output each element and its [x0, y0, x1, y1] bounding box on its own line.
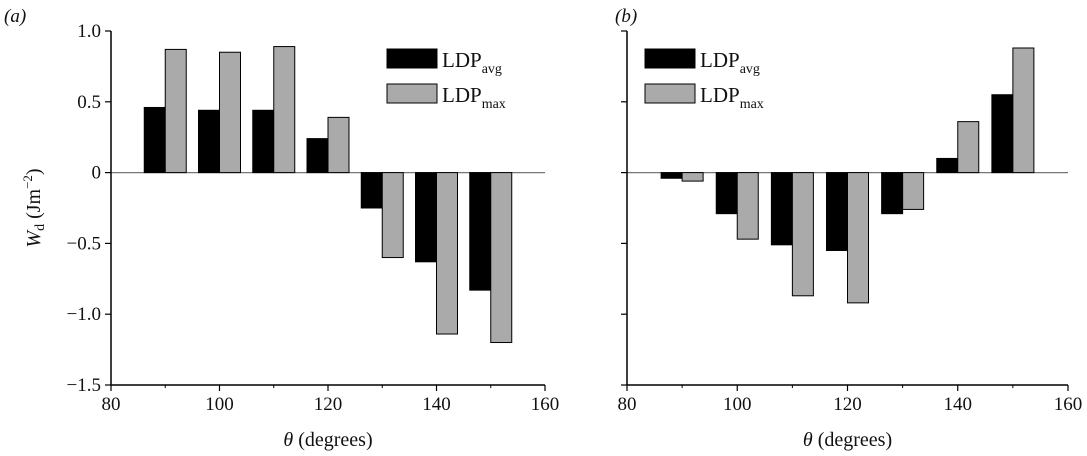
x-axis-unit: (degrees) — [813, 429, 892, 451]
bar-avg-150 — [991, 94, 1014, 174]
y-tick-label: 1.0 — [77, 21, 101, 42]
panel-label: (a) — [4, 6, 26, 27]
panel-label: (b) — [615, 6, 637, 27]
x-axis-label: θ (degrees) — [283, 429, 372, 451]
bar-avg-140 — [936, 157, 959, 174]
y-axis-unit: (Jm — [23, 188, 45, 223]
bar-max-140 — [436, 172, 458, 335]
x-tick-label: 100 — [723, 394, 752, 415]
bar-max-120 — [847, 172, 869, 304]
bar-max-150 — [1012, 47, 1035, 174]
legend-label-sub: max — [740, 97, 764, 112]
legend-label-max: LDPmax — [700, 83, 764, 112]
bar-max-130 — [381, 172, 404, 259]
y-axis-label: Wd (Jm−2) — [20, 168, 48, 247]
x-tick-label: 160 — [1054, 394, 1083, 415]
x-tick-label: 100 — [205, 394, 234, 415]
x-tick-label: 120 — [314, 394, 343, 415]
y-axis-symbol-sub: d — [33, 224, 48, 231]
y-axis-unit-close: ) — [23, 168, 45, 175]
y-tick-label: 0 — [92, 163, 102, 184]
legend-label-sub: avg — [482, 62, 502, 77]
legend-label-main: LDP — [700, 48, 740, 72]
bar-max-90 — [164, 48, 187, 174]
bar-max-150 — [490, 172, 513, 344]
bar-max-130 — [902, 172, 925, 210]
x-axis-symbol: θ — [283, 429, 293, 451]
legend-swatch-avg — [644, 48, 696, 69]
bar-avg-120 — [826, 172, 848, 251]
bar-max-100 — [736, 172, 759, 240]
bar-avg-90 — [143, 106, 166, 174]
bar-avg-100 — [715, 172, 738, 215]
legend-label-main: LDP — [700, 83, 740, 107]
y-tick-label: −1.0 — [67, 304, 101, 325]
legend-label-main: LDP — [442, 83, 482, 107]
x-tick-label: 160 — [531, 394, 560, 415]
legend-swatch-max — [644, 83, 696, 104]
x-tick-label: 80 — [102, 394, 121, 415]
x-axis-unit: (degrees) — [293, 429, 372, 451]
legend-label-main: LDP — [442, 48, 482, 72]
bar-max-120 — [327, 116, 350, 174]
legend-label-avg: LDPavg — [700, 48, 760, 77]
legend-label-sub: max — [482, 97, 506, 112]
legend-swatch-avg — [386, 48, 438, 69]
bar-avg-130 — [360, 172, 383, 209]
legend-label-max: LDPmax — [442, 83, 506, 112]
bar-max-100 — [219, 51, 241, 174]
bar-max-90 — [681, 172, 704, 182]
bar-avg-140 — [415, 172, 437, 263]
y-tick-label: 0.5 — [77, 92, 101, 113]
x-axis-label: θ (degrees) — [803, 429, 892, 451]
legend-label-sub: avg — [740, 62, 760, 77]
y-axis-symbol: W — [23, 229, 45, 248]
bar-avg-110 — [770, 172, 793, 246]
bar-avg-120 — [306, 138, 329, 174]
x-tick-label: 140 — [422, 394, 451, 415]
y-axis-unit-sup: −2 — [20, 175, 35, 189]
bar-max-110 — [791, 172, 814, 297]
x-tick-label: 80 — [618, 394, 637, 415]
panel-a: 80 100 120 140 160 1.0 0.5 0 −0.5 −1.0 −1.5 (a) θ (d… — [4, 6, 559, 451]
y-tick-label: −1.5 — [67, 375, 101, 396]
bar-avg-130 — [881, 172, 904, 215]
y-tick-label: −0.5 — [67, 233, 101, 254]
bar-avg-110 — [252, 109, 275, 174]
bar-avg-90 — [660, 172, 683, 179]
x-axis-symbol: θ — [803, 429, 813, 451]
bar-avg-100 — [198, 109, 220, 174]
x-tick-label: 120 — [833, 394, 862, 415]
x-tick-label: 140 — [944, 394, 973, 415]
bar-max-110 — [273, 46, 296, 174]
bar-max-140 — [957, 121, 980, 174]
bar-avg-150 — [469, 172, 492, 291]
legend-swatch-max — [386, 83, 438, 104]
legend-label-avg: LDPavg — [442, 48, 502, 77]
